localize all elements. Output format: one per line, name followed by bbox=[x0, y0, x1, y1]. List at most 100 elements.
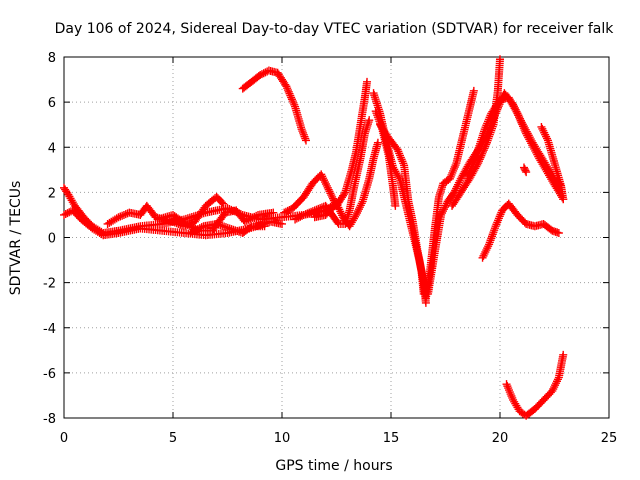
data-series bbox=[60, 55, 568, 420]
data-point bbox=[512, 107, 521, 116]
data-point bbox=[299, 210, 308, 219]
data-point bbox=[282, 82, 291, 91]
data-point bbox=[112, 214, 121, 223]
data-point bbox=[515, 113, 524, 122]
data-point bbox=[63, 209, 72, 218]
data-point bbox=[522, 168, 531, 177]
data-point bbox=[505, 95, 514, 104]
data-point bbox=[292, 214, 301, 223]
data-point bbox=[514, 111, 523, 120]
data-point bbox=[480, 249, 489, 258]
data-point bbox=[299, 130, 308, 139]
data-point bbox=[192, 226, 201, 235]
data-point bbox=[515, 114, 524, 123]
data-point bbox=[521, 127, 530, 136]
data-point bbox=[301, 134, 310, 143]
data-point bbox=[303, 209, 312, 218]
y-tick-label: -4 bbox=[43, 322, 56, 337]
data-point bbox=[259, 69, 268, 78]
data-point bbox=[328, 192, 337, 201]
data-point bbox=[509, 102, 518, 111]
data-point bbox=[453, 182, 462, 191]
data-point bbox=[335, 205, 344, 214]
data-point bbox=[454, 178, 463, 187]
series-isolated-point bbox=[519, 163, 531, 177]
data-point bbox=[61, 210, 70, 219]
data-point bbox=[455, 176, 464, 185]
data-point bbox=[248, 213, 257, 222]
data-point bbox=[482, 246, 491, 255]
data-point bbox=[357, 199, 366, 208]
data-point bbox=[250, 212, 259, 221]
data-point bbox=[257, 70, 266, 79]
data-point bbox=[478, 253, 487, 262]
x-axis-label: GPS time / hours bbox=[275, 458, 392, 474]
data-point bbox=[332, 199, 341, 208]
data-point bbox=[516, 116, 525, 125]
data-point bbox=[336, 207, 345, 216]
data-point bbox=[460, 167, 469, 176]
data-point bbox=[394, 172, 403, 181]
data-point bbox=[301, 136, 310, 145]
data-point bbox=[269, 208, 278, 217]
data-point bbox=[552, 377, 561, 386]
data-point bbox=[319, 174, 328, 183]
data-point bbox=[541, 130, 550, 139]
series-trace-early-d bbox=[153, 206, 278, 235]
x-tick-label: 5 bbox=[169, 431, 177, 446]
data-point bbox=[183, 220, 192, 229]
data-point bbox=[182, 219, 191, 228]
data-point bbox=[548, 386, 557, 395]
data-point bbox=[285, 205, 294, 214]
data-point bbox=[506, 97, 515, 106]
data-point bbox=[197, 223, 206, 232]
data-point bbox=[240, 217, 249, 226]
data-point bbox=[481, 248, 490, 257]
data-point bbox=[260, 222, 269, 231]
data-point bbox=[321, 179, 330, 188]
data-point bbox=[439, 207, 448, 216]
data-point bbox=[353, 207, 362, 216]
y-axis-label: SDTVAR / TECUs bbox=[8, 181, 24, 296]
data-point bbox=[317, 170, 326, 179]
data-point bbox=[217, 198, 226, 207]
data-point bbox=[283, 86, 292, 95]
data-point bbox=[554, 228, 563, 237]
data-point bbox=[483, 244, 492, 253]
data-point bbox=[294, 213, 303, 222]
data-point bbox=[484, 242, 493, 251]
data-point bbox=[549, 384, 558, 393]
data-point bbox=[355, 203, 364, 212]
data-point bbox=[551, 381, 560, 390]
data-point bbox=[291, 215, 300, 224]
data-point bbox=[482, 140, 491, 149]
data-point bbox=[451, 186, 460, 195]
data-point bbox=[507, 98, 516, 107]
data-point bbox=[320, 176, 329, 185]
series-climb-late-c bbox=[448, 55, 504, 210]
data-point bbox=[504, 93, 513, 102]
x-axis-ticks: 0 5 10 15 20 25 bbox=[60, 57, 617, 446]
data-point bbox=[308, 207, 317, 216]
data-point bbox=[542, 132, 551, 141]
data-point bbox=[559, 350, 568, 359]
y-tick-label: 8 bbox=[48, 51, 56, 66]
data-point bbox=[288, 97, 297, 106]
x-tick-label: 0 bbox=[60, 431, 68, 446]
data-point bbox=[437, 210, 446, 219]
y-tick-label: -6 bbox=[43, 367, 56, 382]
data-point bbox=[517, 118, 526, 127]
data-point bbox=[438, 209, 447, 218]
data-point bbox=[508, 100, 517, 109]
data-point bbox=[185, 221, 194, 230]
data-point bbox=[278, 219, 286, 228]
data-point bbox=[521, 166, 530, 175]
data-point bbox=[365, 116, 374, 125]
data-point bbox=[118, 211, 127, 220]
data-point bbox=[559, 195, 568, 204]
data-point bbox=[186, 228, 195, 237]
data-point bbox=[60, 210, 68, 219]
series-arc-evening-right bbox=[537, 122, 568, 204]
y-tick-label: -2 bbox=[43, 277, 56, 292]
data-point bbox=[316, 204, 325, 213]
